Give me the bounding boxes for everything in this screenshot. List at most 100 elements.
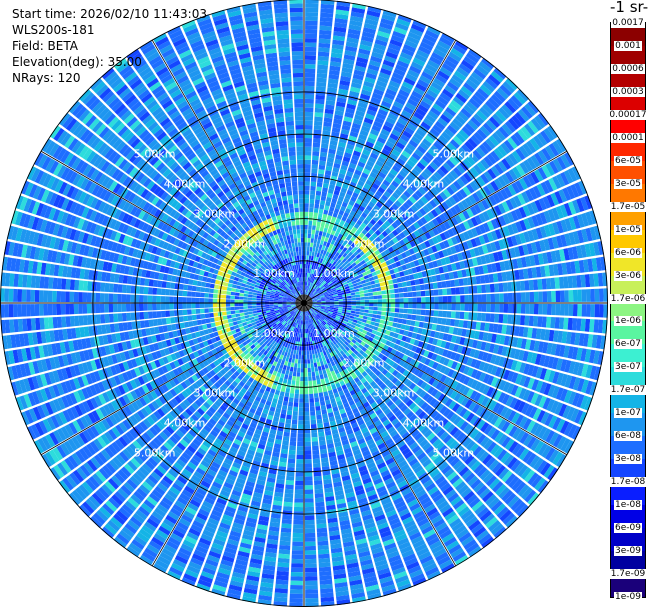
ray-bin bbox=[399, 308, 404, 314]
ray-bin bbox=[393, 256, 400, 263]
ray-bin bbox=[380, 18, 395, 26]
ray-bin bbox=[298, 337, 301, 342]
ray-bin bbox=[514, 269, 520, 280]
ray-bin bbox=[409, 232, 417, 240]
ray-bin bbox=[334, 304, 339, 307]
ray-bin bbox=[290, 567, 303, 573]
ray-bin bbox=[373, 299, 378, 303]
ray-bin bbox=[310, 278, 314, 283]
ray-bin bbox=[550, 277, 556, 290]
ray-bin bbox=[304, 524, 315, 529]
ray-bin bbox=[420, 309, 426, 316]
ray-bin bbox=[317, 282, 322, 287]
ray-bin bbox=[339, 268, 345, 273]
ray-bin bbox=[347, 214, 354, 221]
ray-bin bbox=[304, 532, 316, 538]
ray-bin bbox=[539, 226, 548, 238]
ray-bin bbox=[357, 52, 370, 60]
ray-bin bbox=[351, 177, 359, 184]
ray-bin bbox=[397, 117, 408, 126]
ray-bin bbox=[324, 205, 330, 211]
ray-bin bbox=[357, 284, 363, 289]
ray-bin bbox=[463, 55, 477, 67]
ray-bin bbox=[305, 593, 319, 599]
ray-bin bbox=[350, 289, 355, 293]
ray-bin bbox=[310, 411, 316, 416]
ray-bin bbox=[349, 274, 355, 280]
ray-bin bbox=[535, 266, 542, 278]
ray-bin bbox=[523, 218, 531, 230]
ray-bin bbox=[383, 144, 393, 153]
ray-bin bbox=[436, 259, 443, 267]
ray-bin bbox=[420, 234, 428, 242]
ray-bin bbox=[525, 292, 530, 303]
ray-bin bbox=[382, 303, 387, 307]
ray-bin bbox=[283, 396, 289, 402]
ray-bin bbox=[347, 303, 352, 306]
ray-bin bbox=[537, 278, 543, 290]
ray-bin bbox=[331, 266, 336, 271]
ray-bin bbox=[320, 297, 326, 300]
ray-bin bbox=[348, 95, 359, 102]
ray-bin bbox=[328, 275, 333, 280]
ray-bin bbox=[280, 453, 288, 459]
ray-bin bbox=[363, 145, 373, 152]
ray-bin bbox=[391, 262, 398, 269]
ray-bin bbox=[364, 296, 370, 300]
ray-bin bbox=[351, 262, 357, 268]
ray-bin bbox=[311, 288, 315, 293]
ray-bin bbox=[375, 243, 382, 250]
ray-bin bbox=[435, 216, 443, 225]
ray-bin bbox=[451, 193, 461, 204]
ray-bin bbox=[294, 489, 304, 495]
ray-bin bbox=[368, 211, 375, 219]
ray-bin bbox=[444, 256, 451, 265]
ray-bin bbox=[525, 140, 537, 154]
ray-bin bbox=[367, 313, 373, 318]
ray-bin bbox=[411, 267, 418, 274]
ray-bin bbox=[356, 219, 363, 226]
ray-bin bbox=[429, 199, 438, 209]
ppi-plot: 1.00km1.00km1.00km1.00km2.00km2.00km2.00… bbox=[0, 0, 608, 607]
ray-bin bbox=[490, 242, 497, 252]
ray-bin bbox=[522, 204, 531, 217]
ray-bin bbox=[368, 201, 376, 208]
ray-bin bbox=[353, 251, 359, 257]
ray-bin bbox=[419, 75, 432, 85]
ray-bin bbox=[397, 216, 405, 224]
ray-bin bbox=[290, 571, 303, 577]
ray-bin bbox=[304, 224, 308, 230]
ray-bin bbox=[398, 89, 410, 98]
ray-bin bbox=[378, 132, 389, 141]
ray-bin bbox=[503, 139, 515, 152]
ray-bin bbox=[503, 293, 509, 303]
ray-bin bbox=[371, 124, 382, 133]
ray-bin bbox=[452, 117, 464, 129]
ray-bin bbox=[458, 212, 467, 222]
ray-bin bbox=[550, 250, 557, 263]
ray-bin bbox=[395, 141, 406, 150]
ray-bin bbox=[298, 402, 304, 408]
ray-bin bbox=[424, 240, 431, 248]
ray-bin bbox=[506, 236, 514, 248]
ray-bin bbox=[409, 184, 418, 193]
ray-bin bbox=[366, 260, 372, 266]
ray-bin bbox=[554, 317, 560, 329]
ray-bin bbox=[320, 263, 324, 269]
ray-bin bbox=[296, 450, 304, 455]
ray-bin bbox=[520, 315, 526, 326]
ray-bin bbox=[425, 202, 434, 211]
ray-bin bbox=[368, 132, 378, 141]
ray-bin bbox=[452, 135, 464, 146]
ray-bin bbox=[331, 272, 337, 277]
ray-bin bbox=[446, 247, 453, 256]
ray-bin bbox=[402, 221, 410, 229]
ray-bin bbox=[321, 254, 326, 260]
ray-bin bbox=[444, 198, 453, 208]
ray-bin bbox=[367, 105, 378, 113]
ray-bin bbox=[489, 313, 495, 323]
ray-bin bbox=[304, 545, 316, 551]
ray-bin bbox=[309, 264, 312, 269]
ray-bin bbox=[306, 350, 310, 356]
ray-bin bbox=[347, 300, 352, 303]
